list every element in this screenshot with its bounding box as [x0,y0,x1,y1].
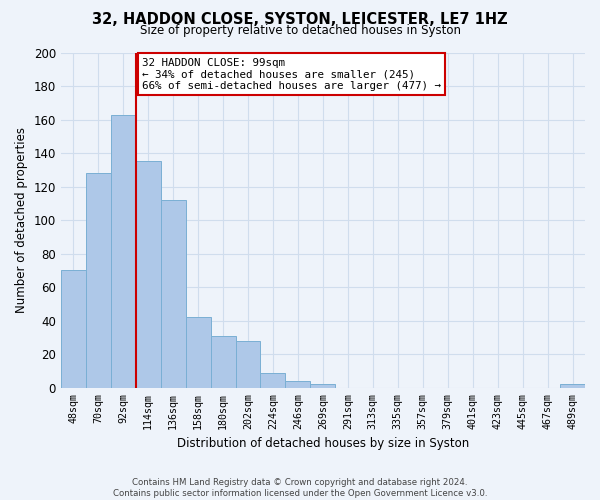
Bar [61,270,86,388]
Bar [211,336,236,388]
Text: Size of property relative to detached houses in Syston: Size of property relative to detached ho… [139,24,461,37]
Text: 32 HADDON CLOSE: 99sqm
← 34% of detached houses are smaller (245)
66% of semi-de: 32 HADDON CLOSE: 99sqm ← 34% of detached… [142,58,441,90]
Bar [136,162,161,388]
Bar [86,173,111,388]
Text: Contains HM Land Registry data © Crown copyright and database right 2024.
Contai: Contains HM Land Registry data © Crown c… [113,478,487,498]
Bar [310,384,335,388]
Y-axis label: Number of detached properties: Number of detached properties [15,127,28,313]
Bar [111,114,136,388]
Bar [236,341,260,388]
X-axis label: Distribution of detached houses by size in Syston: Distribution of detached houses by size … [177,437,469,450]
Bar [185,318,211,388]
Bar [161,200,185,388]
Bar [260,372,286,388]
Bar [560,384,585,388]
Text: 32, HADDON CLOSE, SYSTON, LEICESTER, LE7 1HZ: 32, HADDON CLOSE, SYSTON, LEICESTER, LE7… [92,12,508,28]
Bar [286,381,310,388]
